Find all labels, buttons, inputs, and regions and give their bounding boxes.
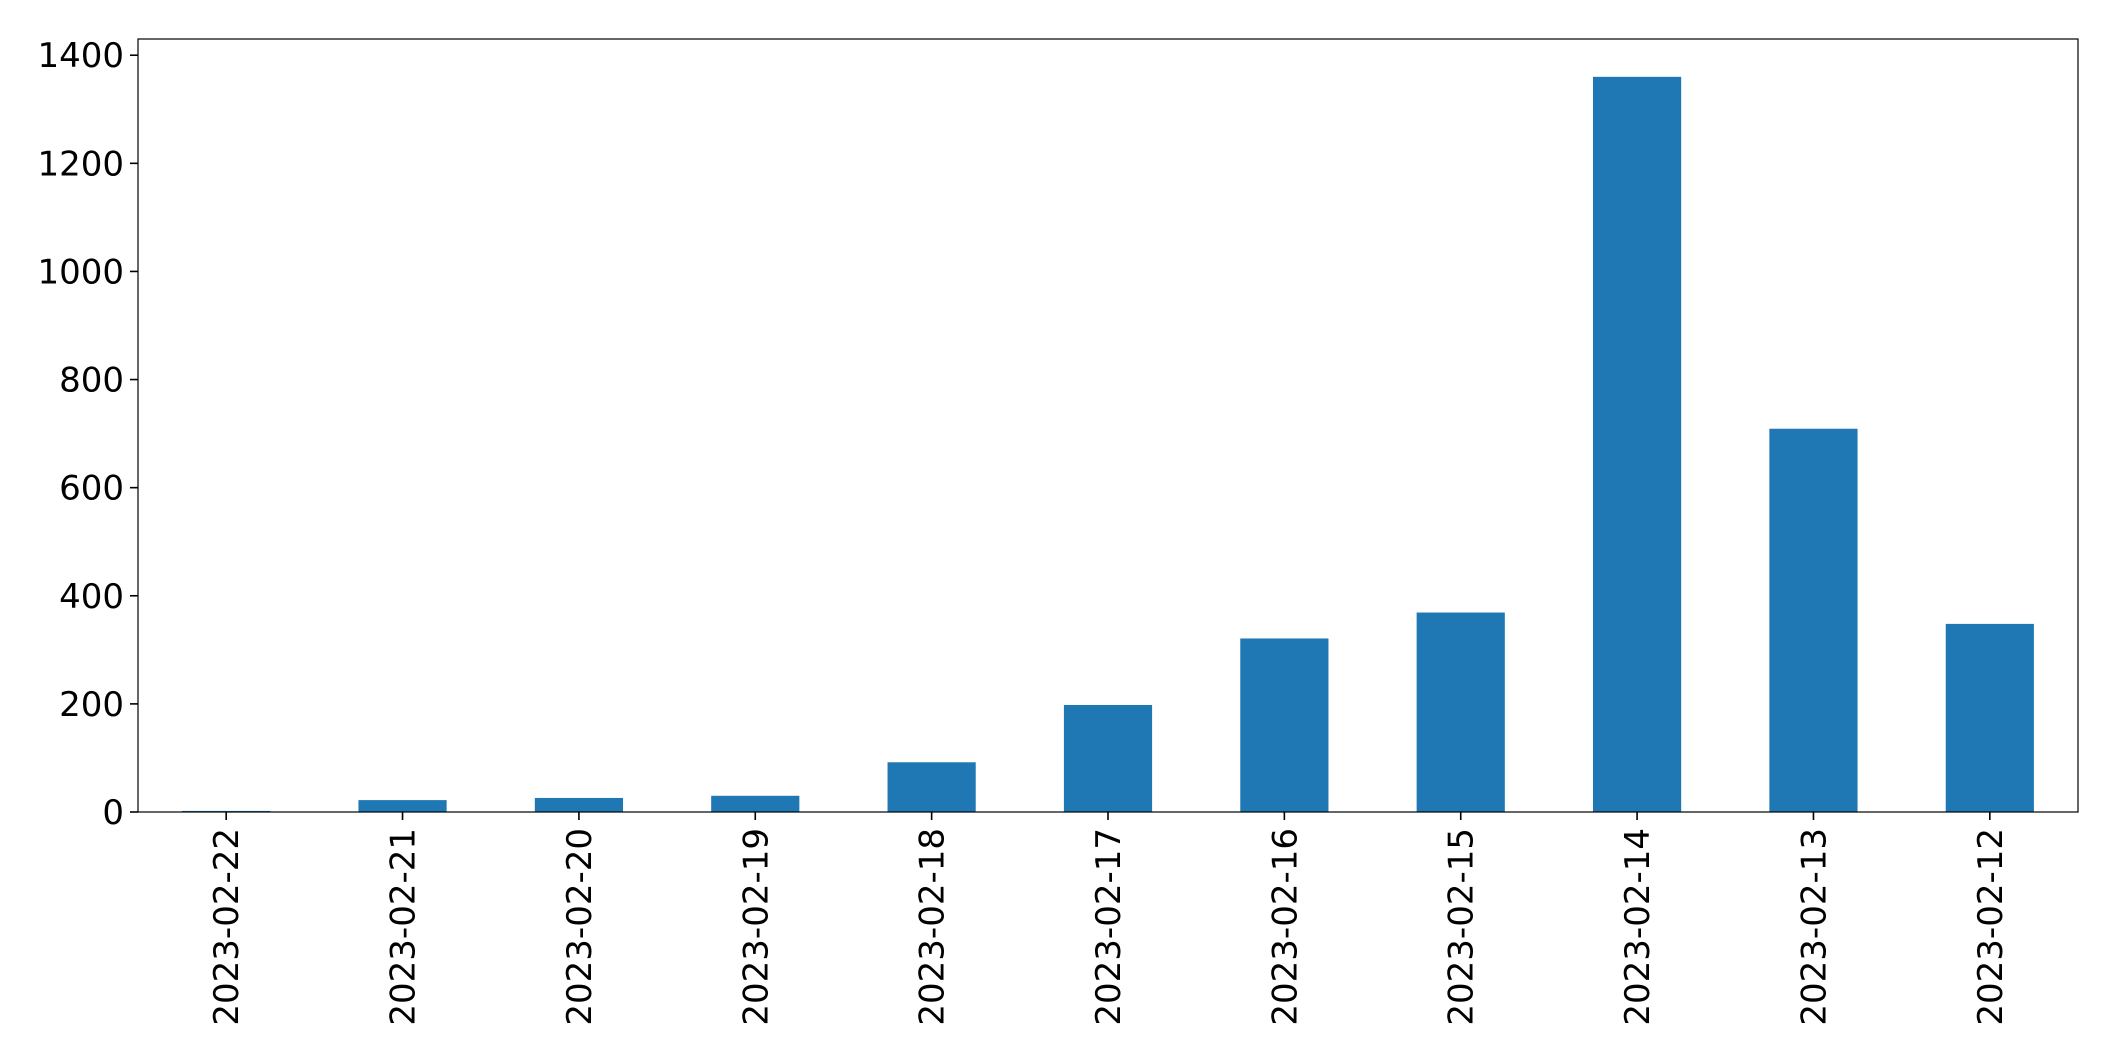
y-tick-label: 0 [102, 793, 124, 833]
x-tick-label: 2023-02-13 [1794, 828, 1834, 1026]
x-tick-label: 2023-02-17 [1089, 828, 1129, 1026]
y-tick-label: 1000 [37, 252, 124, 292]
bar-2023-02-21 [358, 800, 447, 812]
y-tick-label: 400 [59, 577, 124, 617]
bar-2023-02-13 [1769, 428, 1858, 812]
x-tick-label: 2023-02-15 [1442, 828, 1482, 1026]
bar-2023-02-18 [887, 762, 976, 812]
bar-2023-02-19 [711, 795, 800, 812]
bar-2023-02-20 [534, 797, 623, 812]
y-tick-label: 800 [59, 361, 124, 401]
x-tick-label: 2023-02-22 [207, 828, 247, 1026]
x-tick-label: 2023-02-20 [560, 828, 600, 1026]
x-axis: 2023-02-22 2023-02-21 2023-02-20 2023-02-19… [207, 812, 2011, 1026]
bar-2023-02-17 [1063, 704, 1153, 812]
bar-2023-02-15 [1416, 612, 1505, 812]
x-tick-label: 2023-02-16 [1265, 828, 1305, 1026]
x-tick-label: 2023-02-12 [1971, 828, 2011, 1026]
x-tick-label: 2023-02-19 [736, 828, 776, 1026]
x-tick-label: 2023-02-21 [384, 828, 424, 1026]
y-tick-label: 1400 [37, 36, 124, 76]
x-tick-label: 2023-02-14 [1618, 828, 1658, 1026]
x-tick-label: 2023-02-18 [913, 828, 953, 1026]
y-tick-label: 600 [59, 469, 124, 509]
bars-group [182, 76, 2034, 812]
y-tick-label: 1200 [37, 144, 124, 184]
y-tick-label: 200 [59, 685, 124, 725]
bar-2023-02-14 [1593, 76, 1682, 812]
y-axis: 0 200 400 600 800 1000 1200 1400 [37, 36, 138, 833]
bar-2023-02-12 [1945, 623, 2034, 812]
plot-frame [137, 38, 2079, 813]
bar-2023-02-16 [1240, 638, 1329, 812]
